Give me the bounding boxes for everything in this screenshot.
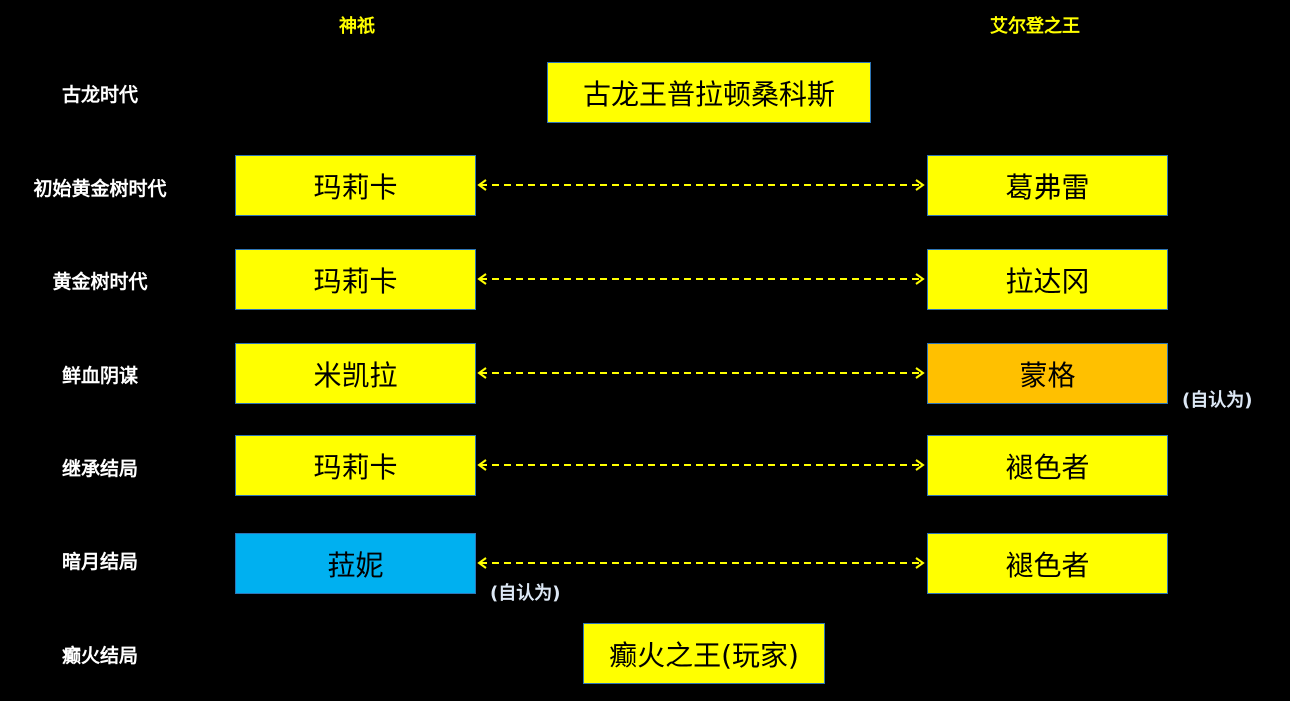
row-label: 鲜血阴谋 — [61, 365, 138, 387]
box-left: 米凯拉 — [235, 343, 476, 404]
box-right: 褪色者 — [927, 533, 1168, 594]
box-left: 玛莉卡 — [235, 249, 476, 310]
box-placidusax: 古龙王普拉顿桑科斯 — [547, 62, 871, 123]
note-self-proclaimed: (自认为) — [490, 583, 561, 604]
row-label: 古龙时代 — [61, 84, 138, 106]
box-right: 拉达冈 — [927, 249, 1168, 310]
row-label: 初始黄金树时代 — [33, 178, 167, 200]
double-arrow — [477, 273, 925, 285]
box-right-mohg: 蒙格 — [927, 343, 1168, 404]
box-left-ranni: 菈妮 — [235, 533, 476, 594]
row-label: 暗月结局 — [61, 551, 138, 573]
double-arrow — [477, 459, 925, 471]
double-arrow — [477, 179, 925, 191]
row-label: 癫火结局 — [61, 645, 138, 667]
note-self-proclaimed: (自认为) — [1182, 390, 1253, 411]
box-left: 玛莉卡 — [235, 435, 476, 496]
box-left: 玛莉卡 — [235, 155, 476, 216]
header-elden-lords: 艾尔登之王 — [990, 16, 1080, 37]
box-frenzied-flame: 癫火之王(玩家) — [583, 623, 825, 684]
box-right: 葛弗雷 — [927, 155, 1168, 216]
double-arrow — [477, 367, 925, 379]
row-label: 黄金树时代 — [52, 271, 148, 293]
header-gods: 神祇 — [339, 16, 375, 37]
double-arrow — [477, 557, 925, 569]
row-label: 继承结局 — [61, 458, 138, 480]
box-right: 褪色者 — [927, 435, 1168, 496]
